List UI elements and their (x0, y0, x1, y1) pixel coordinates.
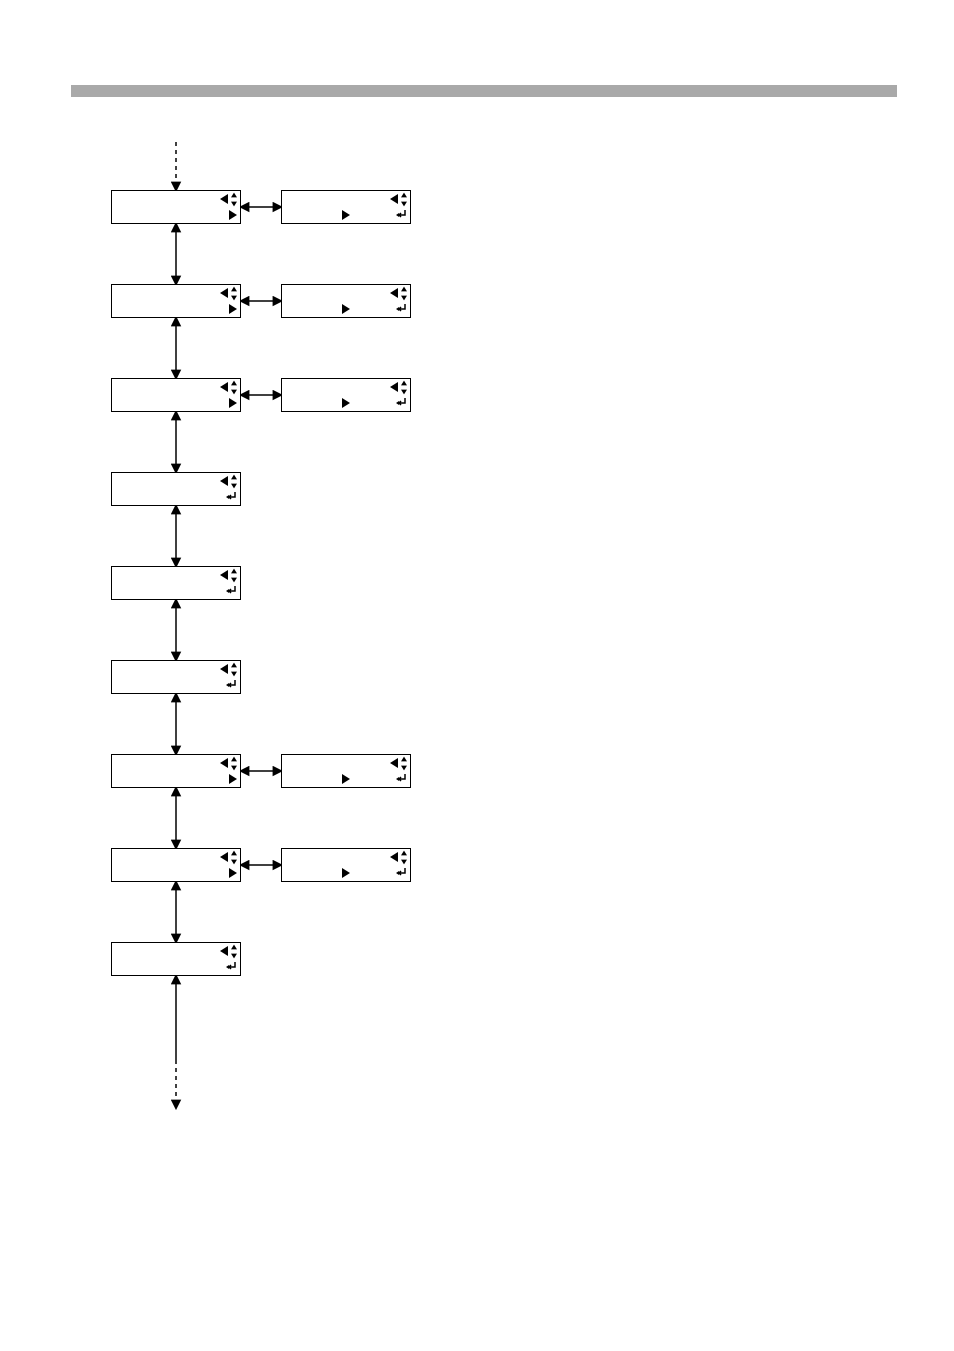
triangle-down-icon (231, 671, 237, 676)
left-node-6 (111, 754, 241, 788)
right-node-7 (281, 848, 411, 882)
node-bottom-glyph (395, 772, 407, 784)
triangle-down-icon (231, 859, 237, 864)
triangle-down-icon (401, 765, 407, 770)
node-center-glyph (342, 210, 350, 220)
node-bottom-glyph (395, 866, 407, 878)
node-bottom-glyph (395, 302, 407, 314)
triangle-right-icon (342, 774, 350, 784)
diagram-stage (0, 0, 954, 1351)
triangle-up-icon (401, 380, 407, 385)
node-center-glyph (342, 774, 350, 784)
triangle-left-icon (220, 570, 228, 580)
triangle-left-icon (220, 664, 228, 674)
triangle-right-icon (342, 304, 350, 314)
triangle-left-icon (220, 852, 228, 862)
enter-icon (225, 960, 237, 972)
triangle-left-icon (220, 194, 228, 204)
triangle-up-icon (231, 850, 237, 855)
triangle-up-icon (401, 286, 407, 291)
triangle-up-icon (401, 192, 407, 197)
node-center-glyph (342, 868, 350, 878)
triangle-left-icon (220, 476, 228, 486)
enter-icon (225, 678, 237, 690)
left-node-3 (111, 472, 241, 506)
triangle-right-icon (229, 304, 237, 314)
triangle-up-icon (401, 756, 407, 761)
triangle-up-icon (231, 662, 237, 667)
triangle-down-icon (231, 389, 237, 394)
triangle-up-icon (231, 474, 237, 479)
triangle-up-icon (231, 192, 237, 197)
right-node-0 (281, 190, 411, 224)
triangle-down-icon (401, 389, 407, 394)
node-center-glyph (342, 304, 350, 314)
node-bottom-glyph (229, 868, 237, 878)
triangle-up-icon (231, 568, 237, 573)
left-node-5 (111, 660, 241, 694)
right-node-1 (281, 284, 411, 318)
triangle-left-icon (390, 852, 398, 862)
triangle-down-icon (231, 483, 237, 488)
triangle-left-icon (220, 946, 228, 956)
triangle-down-icon (231, 953, 237, 958)
triangle-up-icon (231, 286, 237, 291)
node-bottom-glyph (229, 304, 237, 314)
triangle-down-icon (231, 577, 237, 582)
triangle-up-icon (231, 380, 237, 385)
triangle-right-icon (229, 868, 237, 878)
enter-icon (395, 396, 407, 408)
left-node-4 (111, 566, 241, 600)
triangle-right-icon (229, 774, 237, 784)
triangle-left-icon (220, 288, 228, 298)
triangle-down-icon (231, 295, 237, 300)
node-bottom-glyph (395, 396, 407, 408)
left-node-2 (111, 378, 241, 412)
node-bottom-glyph (225, 584, 237, 596)
triangle-left-icon (390, 288, 398, 298)
left-node-7 (111, 848, 241, 882)
triangle-left-icon (390, 194, 398, 204)
triangle-down-icon (401, 295, 407, 300)
node-bottom-glyph (225, 678, 237, 690)
enter-icon (395, 302, 407, 314)
node-bottom-glyph (229, 774, 237, 784)
triangle-right-icon (342, 868, 350, 878)
triangle-left-icon (390, 758, 398, 768)
triangle-up-icon (401, 850, 407, 855)
triangle-right-icon (342, 210, 350, 220)
left-node-0 (111, 190, 241, 224)
node-bottom-glyph (229, 398, 237, 408)
triangle-left-icon (220, 382, 228, 392)
triangle-right-icon (342, 398, 350, 408)
node-bottom-glyph (395, 208, 407, 220)
right-node-6 (281, 754, 411, 788)
triangle-down-icon (401, 201, 407, 206)
enter-icon (395, 208, 407, 220)
left-node-1 (111, 284, 241, 318)
triangle-down-icon (401, 859, 407, 864)
triangle-right-icon (229, 398, 237, 408)
enter-icon (225, 490, 237, 502)
triangle-left-icon (390, 382, 398, 392)
triangle-down-icon (231, 201, 237, 206)
triangle-left-icon (220, 758, 228, 768)
triangle-up-icon (231, 944, 237, 949)
triangle-down-icon (231, 765, 237, 770)
triangle-right-icon (229, 210, 237, 220)
node-bottom-glyph (225, 490, 237, 502)
enter-icon (395, 772, 407, 784)
node-bottom-glyph (229, 210, 237, 220)
right-node-2 (281, 378, 411, 412)
node-bottom-glyph (225, 960, 237, 972)
enter-icon (225, 584, 237, 596)
left-node-8 (111, 942, 241, 976)
node-center-glyph (342, 398, 350, 408)
enter-icon (395, 866, 407, 878)
triangle-up-icon (231, 756, 237, 761)
